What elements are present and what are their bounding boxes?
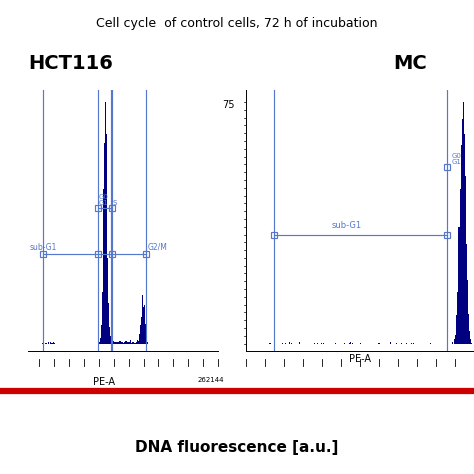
- Text: DNA fluorescence [a.u.]: DNA fluorescence [a.u.]: [135, 440, 339, 456]
- Text: PE-A: PE-A: [93, 377, 115, 387]
- Text: G0
G1: G0 G1: [99, 194, 109, 206]
- Text: 75: 75: [223, 100, 235, 110]
- Text: 262144: 262144: [197, 377, 224, 383]
- Text: sub-G1: sub-G1: [331, 221, 362, 230]
- Text: G2/M: G2/M: [147, 243, 167, 252]
- Text: HCT116: HCT116: [28, 55, 113, 73]
- Text: G0
G1: G0 G1: [451, 154, 461, 165]
- Text: sub-G1: sub-G1: [29, 243, 57, 252]
- Text: Cell cycle  of control cells, 72 h of incubation: Cell cycle of control cells, 72 h of inc…: [96, 17, 378, 29]
- X-axis label: PE-A: PE-A: [349, 354, 371, 364]
- Text: MC: MC: [393, 55, 427, 73]
- Text: S: S: [112, 200, 117, 206]
